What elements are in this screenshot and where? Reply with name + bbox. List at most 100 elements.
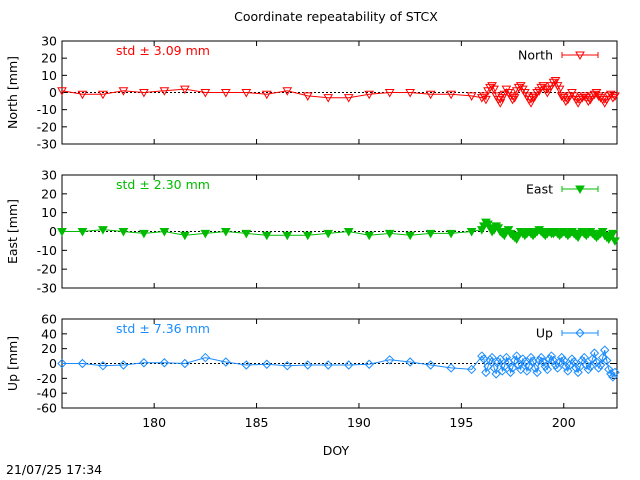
data-point <box>476 94 487 103</box>
data-point <box>597 352 608 363</box>
data-point <box>282 361 292 371</box>
data-point <box>501 352 512 363</box>
data-point <box>481 95 491 105</box>
legend-label: East <box>526 182 553 197</box>
data-point <box>560 97 571 107</box>
data-point <box>364 90 375 100</box>
data-point <box>477 351 487 361</box>
data-point <box>575 95 585 105</box>
data-point <box>585 361 596 372</box>
data-point <box>446 229 456 239</box>
series-line <box>62 349 616 378</box>
y-tick-label: -40 <box>37 386 57 401</box>
std-annotation: std ± 7.36 mm <box>116 321 210 336</box>
y-axis-label: Up [mm] <box>5 336 20 391</box>
data-point <box>571 363 581 373</box>
data-point <box>507 95 518 105</box>
data-point <box>563 366 573 376</box>
data-point <box>554 85 565 95</box>
data-point <box>573 367 583 378</box>
data-point <box>565 360 575 370</box>
data-point <box>485 83 495 93</box>
y-tick-label: 10 <box>41 205 57 220</box>
data-point <box>241 360 252 370</box>
data-point <box>261 231 272 241</box>
data-point <box>499 90 510 100</box>
y-tick-label: 0 <box>49 224 57 239</box>
data-point <box>487 352 497 363</box>
data-point <box>282 87 293 96</box>
y-tick-label: 40 <box>41 326 57 341</box>
data-point <box>77 358 88 369</box>
data-point <box>493 357 503 367</box>
data-point <box>446 90 456 100</box>
data-point <box>180 231 190 241</box>
data-point <box>323 229 334 239</box>
y-axis-label: East [mm] <box>5 199 20 264</box>
data-point <box>602 355 612 366</box>
panel-north: 30 20 10 0 -10 -20 -30 North [mm] std ± 3.09 mm N… <box>5 34 620 152</box>
data-point <box>600 345 610 355</box>
data-point <box>221 357 231 367</box>
y-tick-label: 30 <box>41 34 57 49</box>
data-point <box>323 360 333 370</box>
y-tick-label: 0 <box>49 85 57 100</box>
data-point <box>556 352 567 363</box>
data-point <box>561 361 571 372</box>
data-point <box>220 228 231 237</box>
data-point <box>479 354 489 364</box>
y-tick-label: 60 <box>41 312 57 327</box>
data-point <box>384 355 395 365</box>
data-point <box>507 363 518 373</box>
data-point <box>489 85 499 95</box>
data-point <box>405 357 415 367</box>
data-point <box>608 229 618 239</box>
data-point <box>323 94 334 103</box>
data-point <box>483 361 493 372</box>
data-point <box>536 83 547 93</box>
data-point <box>139 358 149 368</box>
x-tick-label: 195 <box>449 415 473 430</box>
data-point <box>344 360 354 370</box>
data-point <box>159 358 170 368</box>
data-point <box>405 89 416 98</box>
data-point <box>532 367 542 378</box>
data-point <box>509 94 520 103</box>
data-point <box>583 97 594 107</box>
legend-marker <box>575 185 585 195</box>
data-point <box>540 361 551 372</box>
data-point <box>159 87 170 96</box>
data-point <box>485 355 495 365</box>
data-point <box>364 359 374 369</box>
data-point <box>610 92 620 101</box>
data-point <box>220 89 231 98</box>
y-tick-label: 30 <box>41 168 57 183</box>
legend-marker <box>575 328 585 338</box>
y-tick-label: 0 <box>49 356 57 371</box>
data-point <box>513 360 524 370</box>
data-point <box>589 348 600 358</box>
data-point <box>139 89 149 98</box>
data-point <box>466 92 477 101</box>
data-point <box>139 229 149 239</box>
data-point <box>200 352 211 363</box>
legend-label: Up <box>536 326 553 341</box>
panel-east: 30 20 10 0 -10 -20 -30 East [mm] std ± 2.30 mm Ea… <box>5 168 620 296</box>
x-tick-label: 200 <box>552 415 576 430</box>
chart-title: Coordinate repeatability of STCX <box>234 9 438 24</box>
data-point <box>593 363 604 373</box>
y-tick-label: -60 <box>37 401 57 416</box>
data-point <box>587 92 598 101</box>
data-point <box>518 354 528 364</box>
data-point <box>595 94 606 103</box>
data-point <box>384 229 395 239</box>
data-point <box>98 90 108 100</box>
data-point <box>466 364 477 375</box>
data-point <box>384 89 395 98</box>
data-point <box>524 361 534 372</box>
data-point <box>513 83 524 93</box>
data-point <box>98 226 108 235</box>
data-point <box>466 228 477 237</box>
